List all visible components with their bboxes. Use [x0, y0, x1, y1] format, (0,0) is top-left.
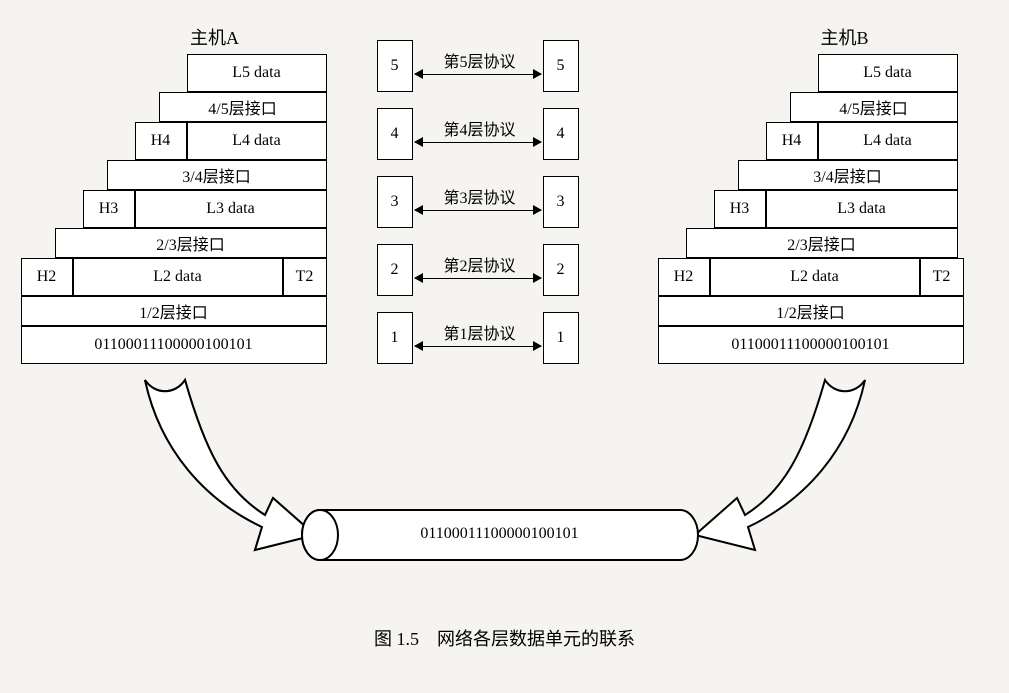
host-a-h3: H3 [83, 190, 135, 228]
protocol-arrow-4 [415, 142, 541, 143]
host-a-bits: 01100011100000100101 [21, 326, 327, 364]
center-left-1: 1 [377, 312, 413, 364]
host-a-h4: H4 [135, 122, 187, 160]
protocol-arrow-1 [415, 346, 541, 347]
center-right-5: 5 [543, 40, 579, 92]
host-a-h2: H2 [21, 258, 73, 296]
layered-network-diagram: 主机A 主机B L5 data 4/5层接口 H4 L4 data 3/4层接口… [15, 20, 995, 660]
host-b-interface-2-3: 2/3层接口 [686, 228, 958, 258]
center-left-4: 4 [377, 108, 413, 160]
host-a-interface-2-3: 2/3层接口 [55, 228, 327, 258]
host-b-h4: H4 [766, 122, 818, 160]
host-b-l3-data: L3 data [766, 190, 958, 228]
host-a-l2-data: L2 data [73, 258, 283, 296]
host-b-l2-data: L2 data [710, 258, 920, 296]
protocol-arrow-5 [415, 74, 541, 75]
host-a-title: 主机A [165, 24, 265, 50]
host-a-l4-data: L4 data [187, 122, 327, 160]
protocol-label-5: 第5层协议 [425, 48, 535, 72]
protocol-arrow-2 [415, 278, 541, 279]
protocol-label-4: 第4层协议 [425, 116, 535, 140]
host-a-interface-1-2: 1/2层接口 [21, 296, 327, 326]
host-b-interface-1-2: 1/2层接口 [658, 296, 964, 326]
center-left-3: 3 [377, 176, 413, 228]
host-b-title: 主机B [795, 24, 895, 50]
protocol-arrow-3 [415, 210, 541, 211]
host-b-h2: H2 [658, 258, 710, 296]
host-b-h3: H3 [714, 190, 766, 228]
host-b-interface-3-4: 3/4层接口 [738, 160, 958, 190]
curve-arrow-right-icon2 [695, 380, 865, 550]
host-a-interface-3-4: 3/4层接口 [107, 160, 327, 190]
protocol-label-1: 第1层协议 [425, 320, 535, 344]
host-b-t2: T2 [920, 258, 964, 296]
host-b-bits: 01100011100000100101 [658, 326, 964, 364]
host-b-interface-4-5: 4/5层接口 [790, 92, 958, 122]
host-a-interface-4-5: 4/5层接口 [159, 92, 327, 122]
curve-arrow-right-icon [145, 380, 315, 550]
host-a-l3-data: L3 data [135, 190, 327, 228]
protocol-label-3: 第3层协议 [425, 184, 535, 208]
center-right-3: 3 [543, 176, 579, 228]
host-a-t2: T2 [283, 258, 327, 296]
cylinder-bits: 01100011100000100101 [385, 525, 615, 543]
host-a-l5-data: L5 data [187, 54, 327, 92]
figure-caption: 图 1.5 网络各层数据单元的联系 [15, 625, 995, 651]
physical-medium-svg [15, 370, 995, 610]
center-right-4: 4 [543, 108, 579, 160]
center-left-2: 2 [377, 244, 413, 296]
center-right-2: 2 [543, 244, 579, 296]
center-right-1: 1 [543, 312, 579, 364]
center-left-5: 5 [377, 40, 413, 92]
host-b-l4-data: L4 data [818, 122, 958, 160]
protocol-label-2: 第2层协议 [425, 252, 535, 276]
host-b-l5-data: L5 data [818, 54, 958, 92]
